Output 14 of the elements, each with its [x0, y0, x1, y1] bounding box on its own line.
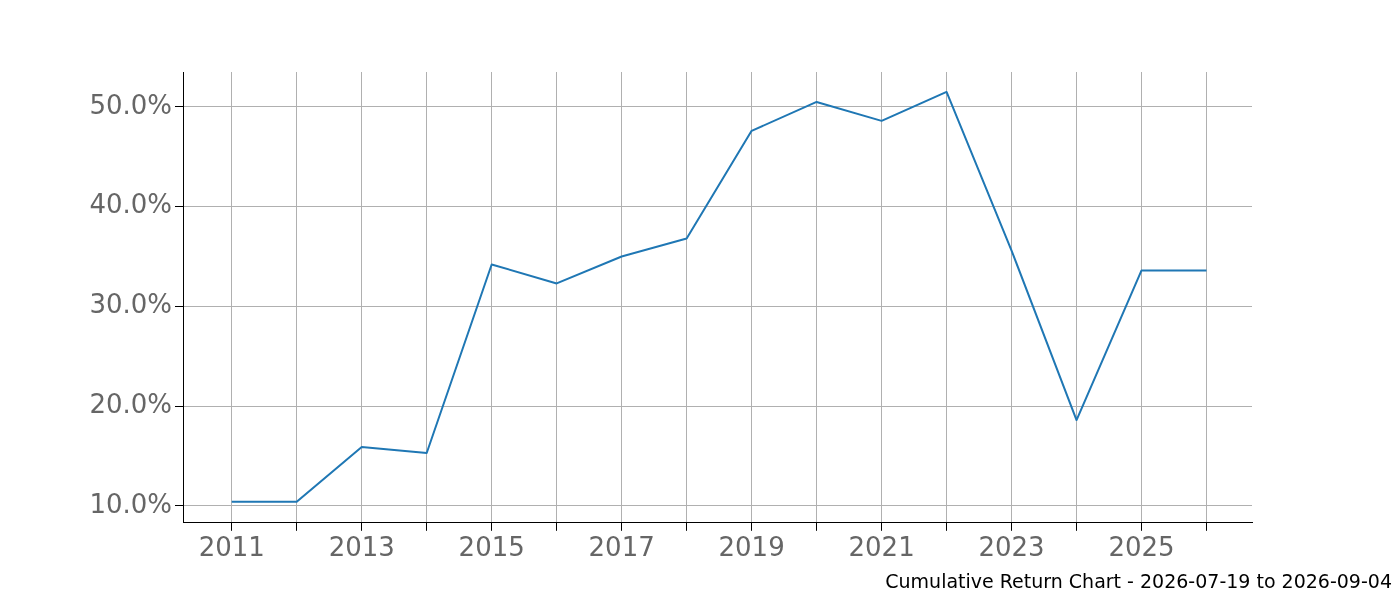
x-tick-label: 2015 — [458, 532, 525, 563]
x-tick-label: 2011 — [198, 532, 265, 563]
x-tick-label: 2025 — [1108, 532, 1175, 563]
x-tick-label: 2019 — [718, 532, 785, 563]
y-tick-label: 20.0% — [89, 388, 172, 419]
y-tick-label: 50.0% — [89, 89, 172, 120]
x-tick-label: 2021 — [848, 532, 915, 563]
y-tick-label: 10.0% — [89, 488, 172, 519]
y-tick-label: 40.0% — [89, 189, 172, 220]
x-tick-label: 2013 — [328, 532, 395, 563]
y-tick-label: 30.0% — [89, 289, 172, 320]
x-tick-label: 2023 — [978, 532, 1045, 563]
x-tick-label: 2017 — [588, 532, 655, 563]
text: Cumulative Return Chart - 2026-07-19 to 2026-09-04 — [884, 570, 1392, 592]
